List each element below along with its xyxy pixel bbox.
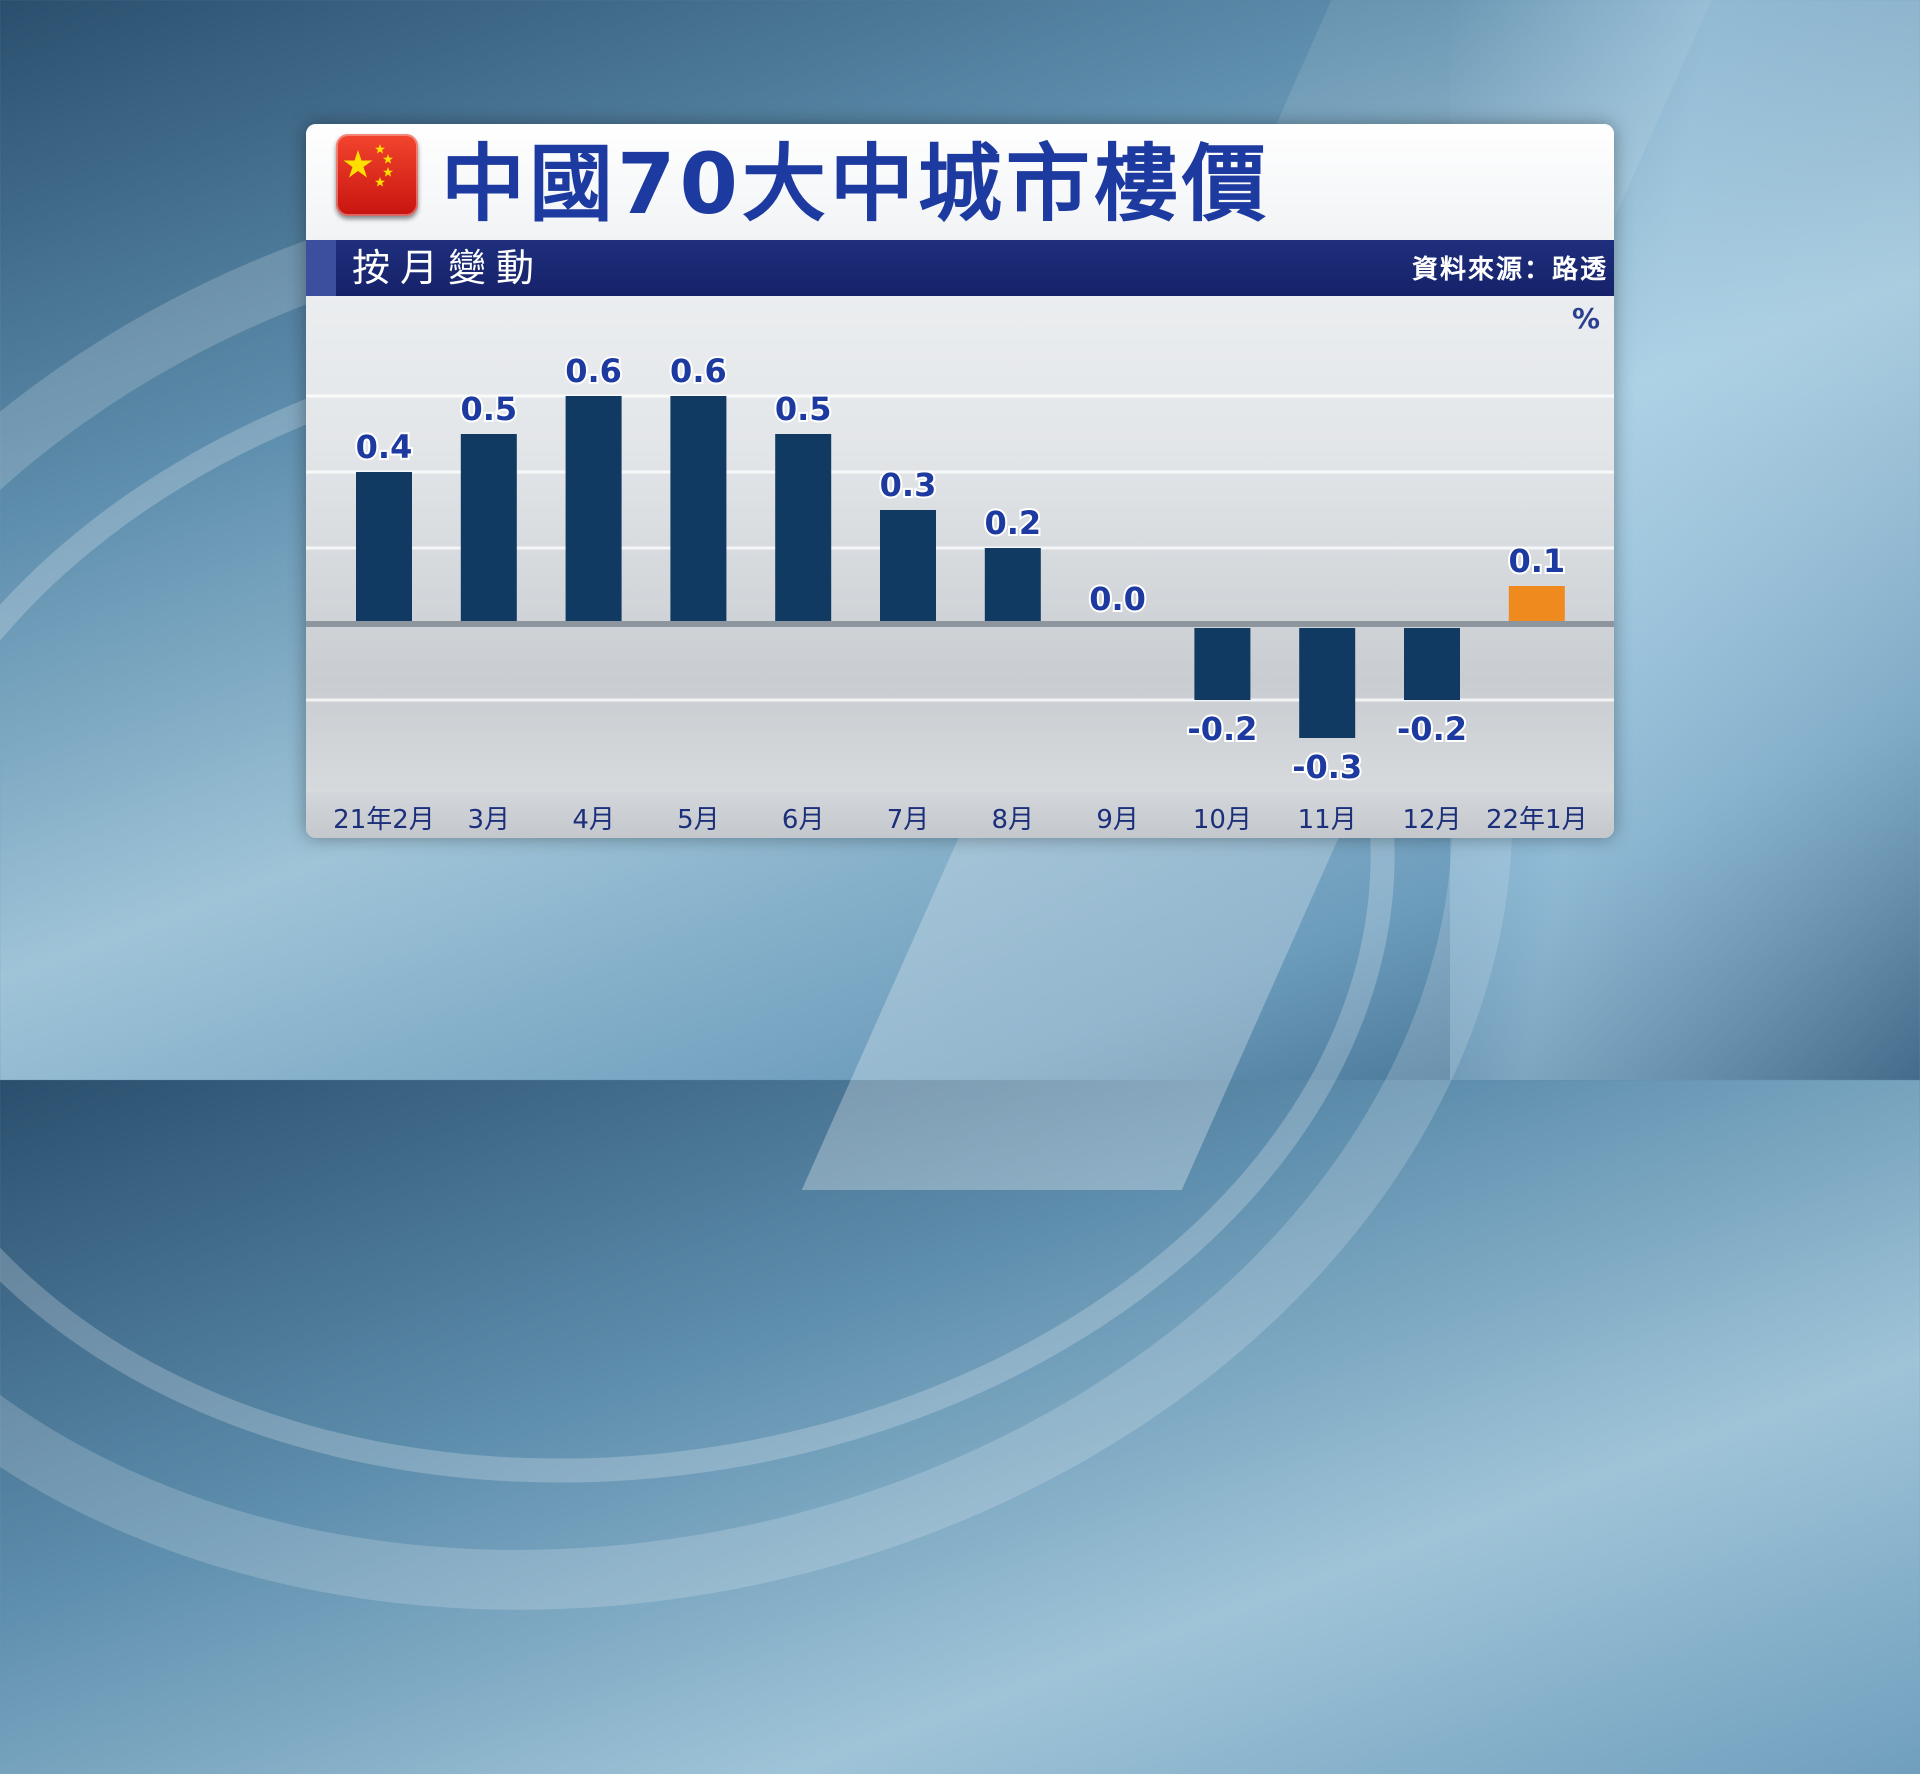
subtitle-bar: 按月變動 資料來源：路透 [306,240,1614,296]
bar-11月 [1299,628,1356,738]
x-tick-label: 22年1月 [1486,805,1588,835]
x-tick-label: 11月 [1298,805,1357,835]
x-axis-band [306,792,1614,838]
x-tick-label: 8月 [992,805,1035,835]
value-label: 0.6 [565,352,622,390]
x-tick-label: 12月 [1402,805,1461,835]
chart-subtitle: 按月變動 [352,246,545,290]
china-flag-icon [336,134,418,216]
chart-panel: 中國70大中城市樓價 按月變動 資料來源：路透 % 0.4 21年2月 0.5 3月 0… [306,124,1614,838]
value-label: 0.5 [460,390,517,428]
bar-10月 [1194,628,1251,700]
value-label: 0.5 [775,390,832,428]
value-label: 0.0 [1089,580,1146,618]
bar-22年1月 [1508,586,1565,621]
value-label: 0.4 [356,428,413,466]
bar-7月 [880,510,936,621]
x-tick-label: 7月 [887,805,930,835]
x-tick-label: 6月 [782,805,825,835]
title-bar: 中國70大中城市樓價 [306,124,1614,240]
x-tick-label: 5月 [677,805,720,835]
x-tick-label: 3月 [468,805,511,835]
bar-21年2月 [356,472,412,621]
x-tick-label: 4月 [572,805,615,835]
value-label: -0.2 [1397,710,1467,748]
value-label: -0.3 [1292,748,1362,786]
chart-title: 中國70大中城市樓價 [441,135,1270,233]
x-tick-label: 9月 [1096,805,1139,835]
value-label: 0.3 [880,466,937,504]
value-label: -0.2 [1187,710,1257,748]
subtitle-accent [306,240,336,296]
x-tick-label: 10月 [1193,805,1252,835]
bar-8月 [984,548,1041,621]
value-label: 0.6 [670,352,727,390]
background-ticker-texture: ​ [1430,11,1447,26]
bar-5月 [670,396,727,621]
bar-3月 [460,434,517,621]
bar-12月 [1404,628,1460,700]
value-label: 0.1 [1508,542,1565,580]
bar-4月 [565,396,622,621]
unit-label: % [1571,302,1600,335]
bar-chart: 0.4 21年2月 0.5 3月 0.6 4月 0.6 5月 0.5 6月 0.3 7月 0.2 8月 0.… [306,350,1614,835]
bar-6月 [775,434,832,621]
x-tick-label: 21年2月 [333,805,435,835]
source-note: 資料來源：路透 [1411,255,1608,285]
value-label: 0.2 [984,504,1041,542]
